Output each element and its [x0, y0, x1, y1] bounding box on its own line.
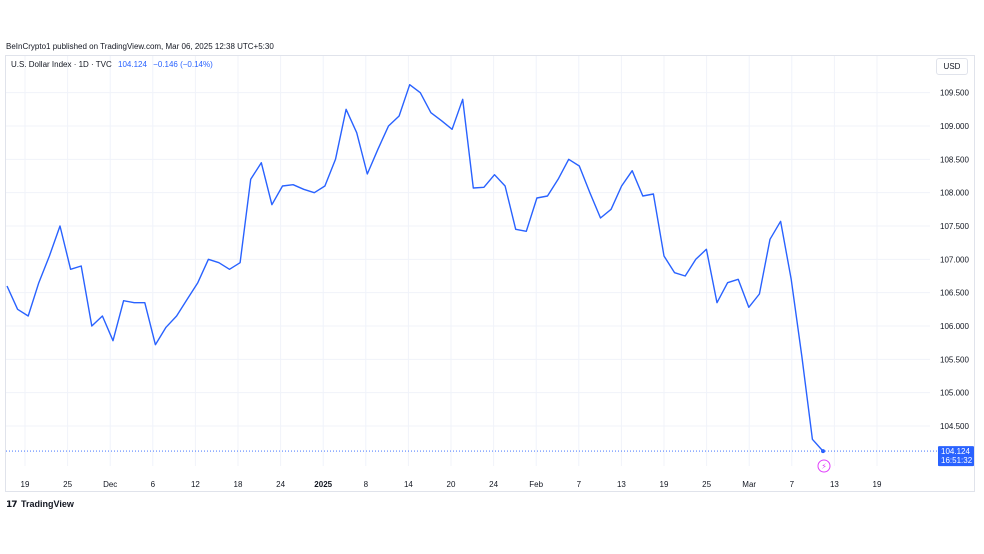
x-axis-ticks: 19 25 Dec 6 12 18 24 2025 8 14 20 24 Feb 7 13 19 25 Mar 7 1… — [21, 480, 882, 489]
last-price-badge-bg — [938, 446, 974, 467]
x-tick-label: 12 — [191, 480, 200, 489]
y-tick-label: 108.000 — [940, 189, 969, 198]
currency-button[interactable]: USD — [936, 58, 968, 75]
x-tick-label: 13 — [617, 480, 626, 489]
event-marker: ⚡ — [817, 459, 831, 473]
x-tick-label: 20 — [447, 480, 456, 489]
y-tick-label: 108.500 — [940, 155, 969, 164]
x-tick-label: 8 — [364, 480, 369, 489]
y-tick-label: 105.500 — [940, 355, 969, 364]
brand-name: TradingView — [21, 499, 74, 509]
x-tick-label: 19 — [873, 480, 882, 489]
x-tick-label: 24 — [276, 480, 285, 489]
publish-info: BeInCrypto1 published on TradingView.com… — [6, 42, 274, 51]
x-tick-label: Dec — [103, 480, 117, 489]
y-tick-label: 106.000 — [940, 322, 969, 331]
x-tick-label: 18 — [234, 480, 243, 489]
last-price-label: 104.124 — [941, 447, 970, 456]
x-tick-label: Mar — [742, 480, 756, 489]
x-tick-label: 14 — [404, 480, 413, 489]
tradingview-logo[interactable]: 𝟭𝟳 TradingView — [6, 499, 74, 510]
price-change: −0.146 (−0.14%) — [153, 60, 213, 69]
y-tick-label: 104.500 — [940, 422, 969, 431]
x-tick-label: 25 — [63, 480, 72, 489]
last-point — [821, 449, 825, 454]
lightning-glyph: ⚡ — [821, 462, 827, 471]
chart-frame — [5, 55, 975, 492]
tradingview-logo-icon: 𝟭𝟳 — [6, 499, 17, 509]
y-axis-ticks: 104.500 105.000 105.500 106.000 106.500 107.0… — [940, 89, 969, 431]
x-tick-label: 6 — [151, 480, 156, 489]
symbol-legend[interactable]: U.S. Dollar Index · 1D · TVC 104.124 −0.… — [11, 60, 213, 69]
x-tick-label: 19 — [21, 480, 30, 489]
price-series — [6, 84, 825, 454]
grid-lines — [6, 56, 930, 466]
countdown-label: 16:51:32 — [941, 456, 973, 465]
symbol-name: U.S. Dollar Index · 1D · TVC — [11, 60, 112, 69]
x-tick-label: 25 — [702, 480, 711, 489]
x-tick-label: 13 — [830, 480, 839, 489]
y-tick-label: 107.500 — [940, 222, 969, 231]
x-tick-label: 7 — [577, 480, 582, 489]
y-tick-label: 107.000 — [940, 255, 969, 264]
y-tick-label: 106.500 — [940, 289, 969, 298]
y-tick-label: 109.500 — [940, 89, 969, 98]
lightning-icon — [817, 459, 831, 473]
y-tick-label: 105.000 — [940, 389, 969, 398]
series-line — [6, 84, 824, 452]
x-tick-label: 24 — [489, 480, 498, 489]
x-tick-label: 7 — [790, 480, 795, 489]
x-tick-label: Feb — [529, 480, 543, 489]
x-tick-label: 19 — [660, 480, 669, 489]
y-tick-label: 109.000 — [940, 122, 969, 131]
x-tick-label: 2025 — [314, 480, 332, 489]
price-value: 104.124 — [118, 60, 147, 69]
